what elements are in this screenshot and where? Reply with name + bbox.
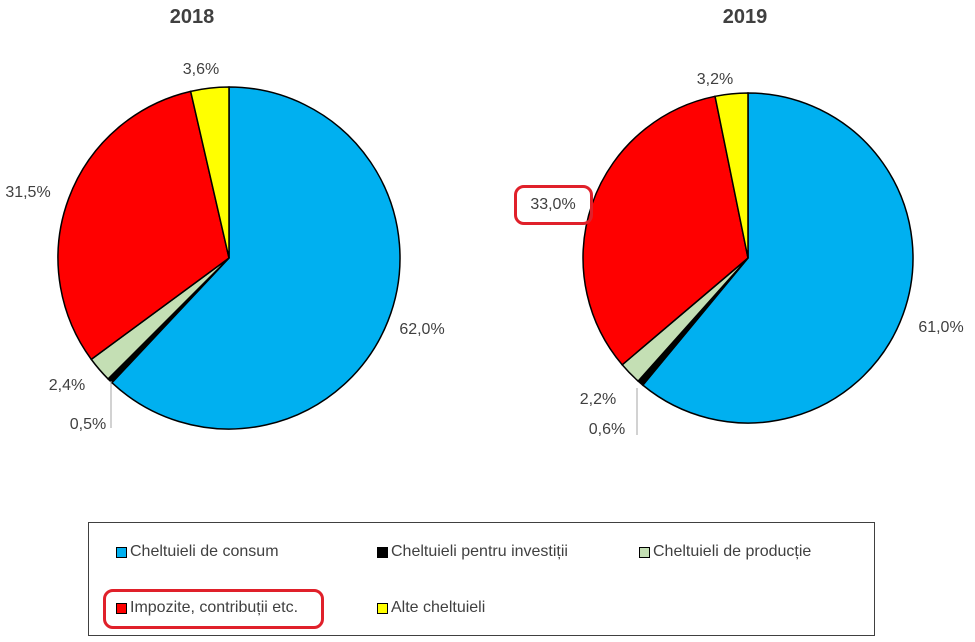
pie-slice-2018-4 [189,86,230,259]
data-label: 61,0% [918,319,964,336]
legend-item: Impozite, contribuții etc. [116,599,298,617]
chart-title-2019: 2019 [722,6,768,28]
data-label: 0,6% [588,421,626,438]
data-label: 3,2% [696,71,734,88]
legend-label: Cheltuieli pentru investiții [391,543,568,560]
legend-item: Cheltuieli de consum [116,543,279,561]
legend-item: Alte cheltuieli [377,599,485,617]
data-label: 2,2% [579,391,617,408]
data-label: 0,5% [69,416,107,433]
legend-label: Alte cheltuieli [391,599,486,616]
legend-swatch [377,602,388,614]
pie-slice-2018-3 [57,90,230,361]
legend-item: Cheltuieli pentru investiții [377,543,568,561]
pie-slice-2019-0 [641,92,914,424]
data-label: 2,4% [48,377,86,394]
legend-label: Cheltuieli de consum [130,543,279,560]
legend-label: Cheltuieli de producție [653,543,812,560]
pie-slice-2019-4 [714,92,749,259]
legend-swatch [116,546,127,558]
data-label: 3,6% [182,61,220,78]
chart-title-2018: 2018 [169,6,215,28]
highlight-box [103,589,324,629]
legend-swatch [116,602,127,614]
data-label: 31,5% [5,184,51,201]
legend-label: Impozite, contribuții etc. [130,599,299,616]
legend-item: Cheltuieli de producție [639,543,811,561]
data-label: 33,0% [530,196,576,213]
legend: Cheltuieli de consum Cheltuieli pentru i… [88,522,875,636]
legend-swatch [639,546,650,558]
legend-swatch [377,546,388,558]
pie-slice-2018-0 [110,86,401,430]
data-label: 62,0% [399,321,445,338]
highlight-box [514,185,593,225]
